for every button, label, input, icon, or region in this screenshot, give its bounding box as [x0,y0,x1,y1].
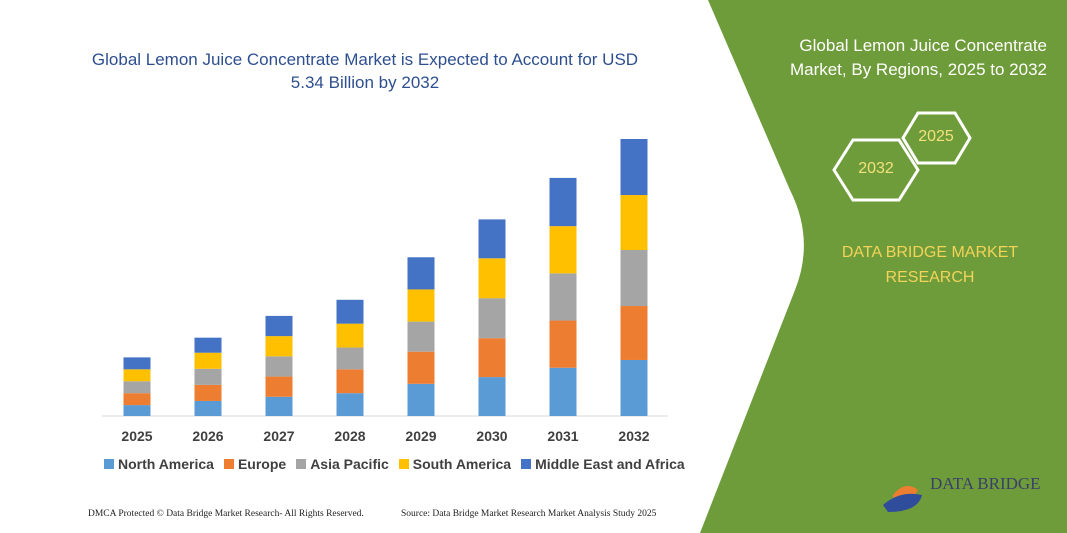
bar-segment-2028-middle-east-and-africa [336,299,364,324]
bars-group [123,139,648,416]
legend-swatch [521,459,532,469]
bar-segment-2031-asia-pacific [549,273,577,321]
bar-segment-2029-asia-pacific [407,321,435,352]
legend-label: Middle East and Africa [535,456,685,472]
legend-swatch [104,459,114,469]
bar-segment-2029-north-america [407,383,435,416]
bar-segment-2029-south-america [407,289,435,322]
bar-segment-2026-north-america [194,400,222,416]
bar-segment-2028-south-america [336,323,364,348]
bar-segment-2030-south-america [478,258,506,299]
x-tick-label: 2027 [263,428,295,444]
bar-segment-2031-south-america [549,226,577,274]
x-tick-label: 2028 [334,428,366,444]
logo-text: DATA BRIDGE [930,474,1041,493]
bar-segment-2027-south-america [265,336,293,357]
x-tick-label: 2030 [476,428,508,444]
bar-segment-2026-asia-pacific [194,368,222,385]
bar-segment-2032-asia-pacific [620,250,648,307]
legend-label: Asia Pacific [310,456,389,472]
bar-segment-2025-north-america [123,405,151,416]
bar-segment-2032-north-america [620,359,648,416]
legend-swatch [296,459,307,469]
bar-segment-2030-north-america [478,377,506,416]
bar-segment-2027-asia-pacific [265,356,293,377]
legend-item: Middle East and Africa [521,456,685,472]
bar-segment-2032-south-america [620,195,648,251]
legend-label: North America [118,456,214,472]
legend: North America Europe Asia Pacific South … [104,456,685,472]
bar-segment-2031-north-america [549,367,577,416]
legend-label: South America [412,456,512,472]
bar-segment-2027-middle-east-and-africa [265,315,293,337]
bar-segment-2028-north-america [336,393,364,416]
footer-source: Source: Data Bridge Market Research Mark… [401,509,657,519]
bar-segment-2028-asia-pacific [336,347,364,370]
hex-label-2025: 2025 [918,128,954,145]
green-panel [700,0,1067,533]
bar-segment-2027-europe [265,376,293,397]
legend-item: North America [104,456,214,472]
bar-segment-2031-europe [549,320,577,368]
x-tick-label: 2025 [121,428,153,444]
hex-2032-outline [832,138,920,202]
bar-segment-2030-asia-pacific [478,298,506,339]
bar-segment-2026-south-america [194,352,222,369]
bar-segment-2030-europe [478,338,506,378]
hex-2025-outline [901,111,972,165]
bar-segment-2030-middle-east-and-africa [478,219,506,259]
bar-segment-2027-north-america [265,396,293,416]
bar-segment-2028-europe [336,369,364,394]
x-tick-label: 2032 [618,428,650,444]
bar-segment-2032-middle-east-and-africa [620,139,648,196]
legend-swatch [223,459,234,469]
bar-segment-2025-south-america [123,369,151,382]
bar-segment-2026-europe [194,384,222,401]
side-title: Global Lemon Juice Concentrate Market, B… [789,36,1047,79]
legend-item: Asia Pacific [296,456,389,472]
bar-segment-2025-middle-east-and-africa [123,357,151,370]
x-tick-label: 2029 [405,428,437,444]
legend-item: Europe [223,456,287,472]
x-tick-label: 2031 [547,428,579,444]
bar-segment-2032-europe [620,306,648,360]
legend-swatch [398,459,409,469]
hex-label-2032: 2032 [858,160,894,177]
bar-segment-2025-europe [123,393,151,406]
bar-segment-2031-middle-east-and-africa [549,177,577,227]
bar-segment-2029-middle-east-and-africa [407,257,435,290]
bar-segment-2029-europe [407,351,435,384]
logo-icon [883,470,922,512]
footer-copyright: DMCA Protected © Data Bridge Market Rese… [88,509,364,519]
x-tick-label: 2026 [192,428,224,444]
legend-label: Europe [237,456,287,472]
bar-segment-2025-asia-pacific [123,381,151,394]
legend-item: South America [398,456,512,472]
brand-name: DATA BRIDGE MARKET RESEARCH [841,244,1019,286]
chart-title: Global Lemon Juice Concentrate Market is… [91,50,639,92]
bar-segment-2026-middle-east-and-africa [194,337,222,353]
